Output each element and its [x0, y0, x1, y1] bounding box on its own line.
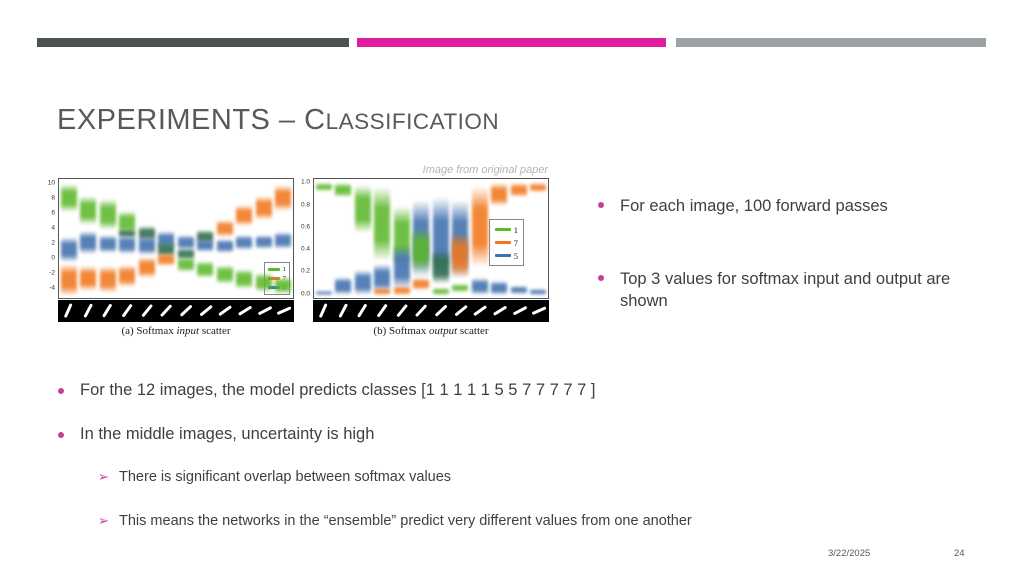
subbullet-overlap: ➢ There is significant overlap between s… [98, 469, 819, 485]
bullet-text: In the middle images, uncertainty is hig… [80, 425, 375, 443]
title-smallcaps: LASSIFICATION [325, 109, 500, 134]
accent-bar-gray [676, 38, 986, 47]
accent-bar-dark [37, 38, 349, 47]
chart-b-strip [313, 300, 549, 322]
chart-b-y-axis: 1.0 0.8 0.6 0.4 0.2 0.0 [300, 178, 310, 298]
caption-text: scatter [199, 325, 231, 337]
slide-page-number: 24 [954, 548, 965, 559]
bullet-top3-values: Top 3 values for softmax input and outpu… [598, 268, 988, 312]
title-main: EXPERIMENTS – C [57, 104, 326, 136]
chart-b-caption: (b) Softmax output scatter [313, 325, 549, 337]
chart-a-caption: (a) Softmax input scatter [58, 325, 294, 337]
bullet-dot [58, 388, 64, 394]
accent-bar-magenta [357, 38, 666, 47]
subbullet-ensemble: ➢ This means the networks in the “ensemb… [98, 513, 879, 529]
caption-italic: input [176, 325, 200, 337]
caption-text: scatter [457, 325, 489, 337]
caption-text: (b) Softmax [373, 325, 430, 337]
chart-a-strip [58, 300, 294, 322]
caption-text: (a) Softmax [121, 325, 177, 337]
bullet-text: There is significant overlap between sof… [119, 469, 452, 485]
page-title: EXPERIMENTS – CLASSIFICATION [57, 104, 499, 137]
arrow-bullet-icon: ➢ [98, 513, 109, 528]
chart-a-plot: 175 [58, 178, 294, 299]
slide-date: 3/22/2025 [828, 548, 871, 559]
figure-credit: Image from original paper [422, 164, 548, 176]
chart-a-y-axis: 10 8 6 4 2 0 -2 -4 [47, 179, 55, 292]
bullet-dot [58, 432, 64, 438]
bullet-forward-passes: For each image, 100 forward passes [598, 195, 1000, 217]
bullet-text: Top 3 values for softmax input and outpu… [620, 270, 951, 310]
bullet-predicted-classes: For the 12 images, the model predicts cl… [58, 381, 720, 400]
bullet-uncertainty-high: In the middle images, uncertainty is hig… [58, 425, 720, 444]
bullet-text: This means the networks in the “ensemble… [119, 513, 692, 529]
bullet-text: For each image, 100 forward passes [620, 197, 888, 215]
arrow-bullet-icon: ➢ [98, 469, 109, 484]
bullet-dot [598, 202, 604, 208]
bullet-text: For the 12 images, the model predicts cl… [80, 381, 596, 399]
bullet-dot [598, 275, 604, 281]
caption-italic: output [429, 325, 458, 337]
